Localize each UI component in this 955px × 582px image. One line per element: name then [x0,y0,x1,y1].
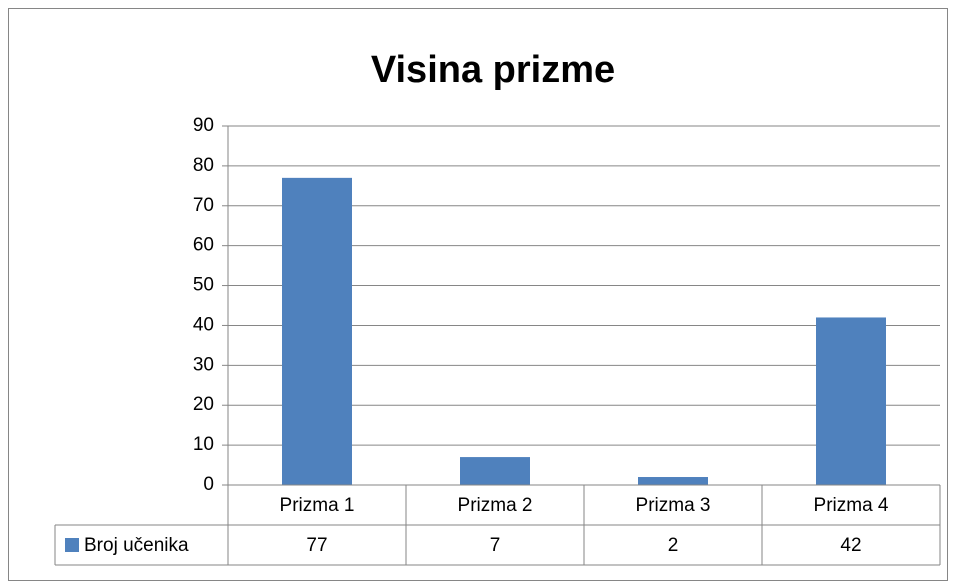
y-tick-label: 30 [193,354,214,375]
bar [816,317,886,485]
table-value: 42 [840,535,861,556]
bar [282,177,352,485]
bar [460,457,530,485]
chart-title: Visina prizme [371,49,615,91]
table-value: 7 [490,535,501,556]
y-tick-label: 40 [193,314,214,335]
y-tick-label: 0 [203,474,214,495]
x-tick-label: Prizma 2 [458,495,533,516]
legend-swatch [65,538,79,552]
y-tick-label: 90 [193,115,214,136]
x-tick-label: Prizma 3 [636,495,711,516]
x-tick-label: Prizma 4 [814,495,889,516]
bar [638,477,708,485]
x-tick-label: Prizma 1 [280,495,355,516]
y-tick-label: 80 [193,155,214,176]
y-tick-label: 50 [193,275,214,296]
y-tick-label: 70 [193,195,214,216]
table-value: 2 [668,535,679,556]
table-value: 77 [306,535,327,556]
y-tick-label: 10 [193,434,214,455]
y-tick-label: 60 [193,235,214,256]
y-tick-label: 20 [193,394,214,415]
legend-label: Broj učenika [84,535,189,556]
